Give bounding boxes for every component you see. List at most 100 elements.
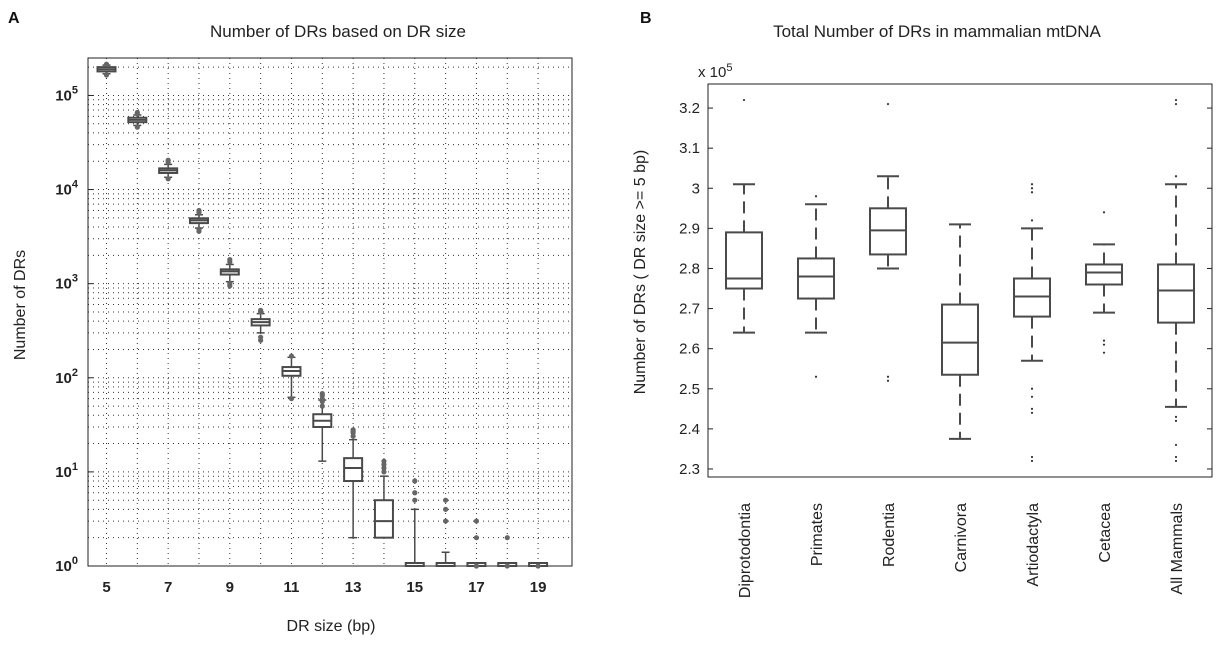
outlier-point <box>288 396 295 402</box>
x-tick-label: 11 <box>284 579 300 596</box>
outlier-point <box>1174 459 1178 463</box>
panel-b-label: B <box>640 10 652 27</box>
box-iqr <box>869 207 907 256</box>
box-carnivora <box>941 223 979 440</box>
panel-a-title: Number of DRs based on DR size <box>210 22 466 41</box>
outlier-point <box>134 109 140 116</box>
outlier-point <box>103 61 110 67</box>
box-dr-size-19 <box>528 562 549 569</box>
outlier-point <box>319 390 325 397</box>
outlier-point <box>535 563 541 569</box>
outlier-point <box>1102 351 1106 354</box>
box-iqr <box>797 257 835 300</box>
outlier-point <box>288 353 295 359</box>
y-tick-label: 2.8 <box>679 260 700 277</box>
outlier-point <box>1174 102 1178 106</box>
box-iqr <box>1085 263 1123 286</box>
y-tick-label: 102 <box>55 367 78 387</box>
outlier-point <box>1174 419 1178 422</box>
x-tick-label: 5 <box>102 579 110 596</box>
x-category-label: Cetacea <box>1097 503 1114 563</box>
y-tick-label: 104 <box>55 179 79 199</box>
outlier-point <box>886 102 890 106</box>
outlier-point <box>473 518 480 524</box>
outlier-point <box>1174 443 1178 447</box>
outlier-point <box>1174 455 1178 459</box>
box-dr-size-6 <box>127 109 148 130</box>
y-tick-label: 2.3 <box>679 461 700 478</box>
panel-b-title: Total Number of DRs in mammalian mtDNA <box>773 22 1101 41</box>
outlier-point <box>412 490 418 496</box>
y-tick-label: 3.1 <box>679 140 700 157</box>
x-tick-label: 13 <box>345 579 362 596</box>
outlier-point <box>1030 407 1034 410</box>
outlier-point <box>134 124 140 130</box>
outlier-point <box>412 478 418 484</box>
x-tick-label: 9 <box>226 579 234 596</box>
plot-frame <box>707 83 1213 478</box>
x-tick-label: 19 <box>530 579 547 596</box>
box-dr-size-17 <box>466 518 487 569</box>
x-category-label: All Mammals <box>1169 503 1186 595</box>
y-tick-label: 2.7 <box>679 301 700 318</box>
box-dr-size-16 <box>435 497 456 567</box>
outlier-point <box>473 563 480 569</box>
outlier-point <box>504 563 510 569</box>
outlier-point <box>443 518 449 524</box>
x-category-label: Diprotodontia <box>737 503 754 598</box>
outlier-point <box>227 281 233 287</box>
outlier-point <box>1030 183 1034 186</box>
box-dr-size-7 <box>158 157 179 182</box>
box-dr-size-9 <box>219 257 240 289</box>
box-dr-size-15 <box>404 478 425 567</box>
outlier-point <box>381 458 387 464</box>
outlier-point <box>443 506 449 512</box>
outlier-point <box>1102 211 1106 214</box>
y-tick-label: 3.2 <box>679 100 700 117</box>
box-primates <box>797 195 835 378</box>
outlier-point <box>1030 187 1034 190</box>
outlier-point <box>1030 459 1034 463</box>
outlier-point <box>165 176 171 182</box>
box-all-mammals <box>1157 98 1195 463</box>
outlier-point <box>381 465 387 471</box>
panel-a-ylabel: Number of DRs <box>12 250 29 360</box>
panel-b-ylabel: Number of DRs ( DR size >= 5 bp) <box>632 150 649 395</box>
x-tick-label: 7 <box>164 579 172 596</box>
outlier-point <box>814 195 818 198</box>
outlier-point <box>319 403 325 409</box>
outlier-point <box>1174 175 1178 178</box>
outlier-point <box>742 98 746 102</box>
y-tick-label: 2.9 <box>679 220 700 237</box>
outlier-point <box>1102 343 1106 346</box>
y-tick-label: 103 <box>55 273 78 293</box>
box-dr-size-13 <box>343 427 364 539</box>
outlier-point <box>258 307 264 313</box>
outlier-point <box>1030 219 1034 222</box>
outlier-point <box>1102 339 1106 342</box>
outlier-point <box>1030 387 1034 390</box>
x-category-label: Artiodactyla <box>1025 503 1042 587</box>
y-tick-label: 2.6 <box>679 341 700 358</box>
outlier-point <box>103 72 110 78</box>
outlier-point <box>886 379 890 382</box>
outlier-point <box>1030 411 1034 414</box>
box-iqr <box>725 231 763 290</box>
outlier-point <box>1030 191 1034 194</box>
y-tick-label: 3 <box>692 180 700 197</box>
box-rodentia <box>869 102 907 382</box>
outlier-point <box>412 497 418 503</box>
box-iqr <box>373 499 394 539</box>
box-dr-size-5 <box>96 61 117 78</box>
x-category-label: Rodentia <box>881 503 898 567</box>
panel-a-label: A <box>8 10 20 27</box>
outlier-point <box>196 226 202 232</box>
box-dr-size-12 <box>312 390 333 462</box>
plot-frame <box>87 57 573 567</box>
box-iqr <box>1157 263 1195 324</box>
x-tick-label: 15 <box>406 579 423 596</box>
box-dr-size-14 <box>373 458 394 539</box>
box-iqr <box>343 457 364 483</box>
box-dr-size-18 <box>497 535 518 569</box>
